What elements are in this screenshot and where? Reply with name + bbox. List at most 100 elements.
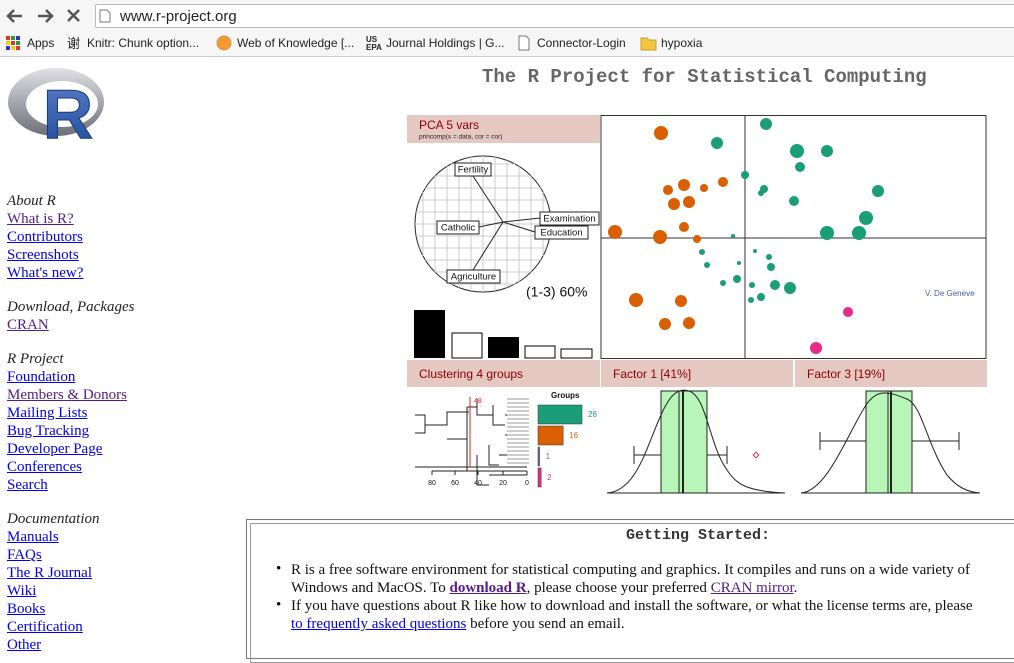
link[interactable]: CRAN mirror <box>710 580 794 596</box>
address-bar[interactable]: www.r-project.org <box>95 4 1014 28</box>
text: before you send an email. <box>466 616 625 632</box>
apps-dot <box>6 41 10 45</box>
text-line: R is a free software environment for sta… <box>291 561 970 579</box>
scatter-point <box>731 234 735 238</box>
scatter-point <box>872 185 884 197</box>
sidebar-link[interactable]: The R Journal <box>7 565 92 581</box>
variance-label: (1-3) 60% <box>526 284 587 300</box>
apps-dot <box>16 46 20 50</box>
scatter-point <box>820 226 834 240</box>
text-line: Windows and MacOS. To download R, please… <box>291 579 797 597</box>
bookmark-icon <box>640 37 657 51</box>
scatter-point <box>757 293 765 301</box>
sidebar-link[interactable]: Foundation <box>7 369 76 385</box>
forward-button[interactable] <box>38 9 54 23</box>
bookmark[interactable]: Journal Holdings | G... <box>386 36 505 50</box>
credit: V. De Geneve <box>925 289 975 298</box>
text: If you have questions about R like how t… <box>291 598 973 614</box>
group-count: 1 <box>546 452 551 461</box>
clustering-band <box>407 360 600 387</box>
bookmark[interactable]: hypoxia <box>661 36 703 50</box>
factor1-band <box>601 360 793 387</box>
scatter-point <box>659 318 671 330</box>
scatter-point <box>749 282 755 288</box>
link[interactable]: download R <box>449 580 527 596</box>
groups-bars: 28 16 1 2 <box>537 404 597 488</box>
scatter-point <box>668 198 680 210</box>
pca-call: princomp(x = data, cor = cor) <box>419 134 502 141</box>
variable-box <box>534 225 589 240</box>
dendrogram-axis: 80 60 40 20 0 <box>428 470 529 487</box>
scatter-point <box>683 317 695 329</box>
sidebar-link[interactable]: Certification <box>7 619 83 635</box>
factor3-band <box>795 360 987 387</box>
sidebar-heading: R Project <box>7 351 64 367</box>
sidebar-link[interactable]: Other <box>7 637 42 653</box>
sidebar-link[interactable]: CRAN <box>7 317 49 333</box>
sidebar-link[interactable]: Mailing Lists <box>7 405 88 421</box>
scatter-point <box>704 262 710 268</box>
text-line: to frequently asked questions before you… <box>291 615 625 633</box>
scatter-point <box>766 254 772 260</box>
group-bar <box>537 404 583 425</box>
scatter-point <box>608 225 622 239</box>
text-line: If you have questions about R like how t… <box>291 597 972 615</box>
scatter-points <box>608 118 884 354</box>
variable-box <box>539 211 600 226</box>
stop-button[interactable] <box>67 9 80 22</box>
back-button[interactable] <box>6 9 22 23</box>
scatter-point <box>700 184 708 192</box>
bookmark[interactable]: Connector-Login <box>537 36 626 50</box>
sidebar-link[interactable]: Members & Donors <box>7 387 127 403</box>
variable-box <box>446 269 501 284</box>
scatter-point <box>653 230 667 244</box>
scatter-point <box>859 211 873 225</box>
nav-buttons <box>6 9 80 23</box>
sidebar-link[interactable]: Bug Tracking <box>7 423 90 439</box>
bookmark[interactable]: Knitr: Chunk option... <box>87 36 200 50</box>
bookmark[interactable]: Apps <box>27 36 55 50</box>
link[interactable]: to frequently asked questions <box>291 616 467 632</box>
dendrogram <box>415 399 527 486</box>
scatter-point <box>699 249 705 255</box>
text: , please choose your preferred <box>526 580 711 596</box>
r-logo: R <box>8 68 104 144</box>
sidebar-link[interactable]: Wiki <box>7 583 37 599</box>
scatter-point <box>675 295 687 307</box>
scatter-point <box>663 185 673 195</box>
scatter-point <box>770 280 780 290</box>
scatter-point <box>741 171 749 179</box>
scatter-point <box>679 222 689 232</box>
sidebar-link[interactable]: What's new? <box>7 265 84 281</box>
logo-letter: R <box>43 75 94 144</box>
sidebar-link[interactable]: FAQs <box>7 547 42 563</box>
sidebar-link[interactable]: Books <box>7 601 46 617</box>
scatter-point <box>733 275 741 283</box>
variable-label: Catholic <box>441 223 476 234</box>
bookmark-icon: 谢 <box>67 36 80 51</box>
scatter-point <box>821 145 833 157</box>
bookmark[interactable]: Web of Knowledge [... <box>237 36 355 50</box>
scatter-point <box>767 263 775 271</box>
scatter-point <box>629 293 643 307</box>
text: Windows and MacOS. To <box>291 580 450 596</box>
sidebar-link[interactable]: Manuals <box>7 529 59 545</box>
sidebar-link[interactable]: Screenshots <box>7 247 79 263</box>
scatter-point <box>843 307 853 317</box>
correlation-circle: Fertility Catholic Examination Education Agr… <box>414 155 600 293</box>
sidebar-link[interactable]: Developer Page <box>7 441 103 457</box>
sidebar-link[interactable]: What is R? <box>7 211 74 227</box>
sidebar-link[interactable]: Search <box>7 477 48 493</box>
groups-title: Groups <box>551 391 580 400</box>
sidebar-link[interactable]: Contributors <box>7 229 83 245</box>
sidebar-heading: Documentation <box>7 511 100 527</box>
variable-box <box>436 220 480 235</box>
apps-dot <box>16 36 20 40</box>
apps-dot <box>11 46 15 50</box>
page: {"browser": {"url": "www.r-project.org",… <box>0 4 1014 663</box>
scatter-point <box>758 190 764 196</box>
sidebar-link[interactable]: Conferences <box>7 459 82 475</box>
variable-label: Education <box>540 228 582 239</box>
axis-tick-label: 0 <box>525 480 529 487</box>
